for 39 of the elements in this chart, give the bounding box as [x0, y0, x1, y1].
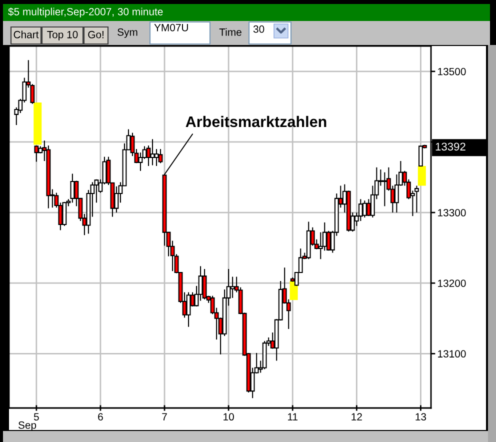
annotation: Arbeitsmarktzahlen	[186, 116, 326, 128]
candlestick	[394, 174, 399, 214]
candlestick	[202, 268, 207, 300]
candlestick	[366, 198, 371, 217]
x-tick-label: 12	[352, 413, 362, 420]
text: 30	[253, 25, 264, 33]
candlestick	[230, 276, 235, 298]
candlestick	[34, 144, 39, 162]
candlestick	[414, 185, 419, 214]
candlestick	[418, 144, 423, 166]
text: Top 10	[47, 30, 78, 40]
y-tick-label: 13200	[438, 280, 466, 287]
candlestick	[382, 172, 387, 207]
x-tick-label: 13	[416, 413, 426, 421]
text: YM07U	[154, 24, 188, 32]
text: 13392	[436, 142, 466, 151]
chart-title: $5 multiplier,Sep-2007, 30 minute	[8, 8, 163, 18]
text: Go!	[88, 30, 104, 38]
candlestick	[158, 148, 163, 164]
candlestick	[362, 200, 367, 218]
candlestick	[62, 201, 67, 226]
candlestick	[70, 173, 75, 204]
text: Sym	[118, 28, 138, 38]
text: Chart	[14, 30, 39, 38]
x-tick-label: 6	[98, 413, 103, 421]
candlestick	[358, 198, 363, 222]
x-tick-label: 5	[34, 413, 39, 421]
candlestick	[154, 148, 159, 166]
x-axis-title: Sep	[18, 421, 36, 431]
x-tick-label: 10	[224, 413, 234, 421]
candlestick	[186, 292, 191, 328]
candlestick	[114, 186, 119, 214]
y-tick-label: 13500	[438, 68, 466, 76]
text: Time	[219, 28, 242, 36]
y-tick-label: 13300	[438, 209, 466, 216]
x-tick-label: 11	[288, 413, 298, 420]
candlestick	[150, 138, 155, 166]
x-tick-label: 7	[162, 413, 167, 420]
y-tick-label: 13100	[438, 350, 466, 358]
